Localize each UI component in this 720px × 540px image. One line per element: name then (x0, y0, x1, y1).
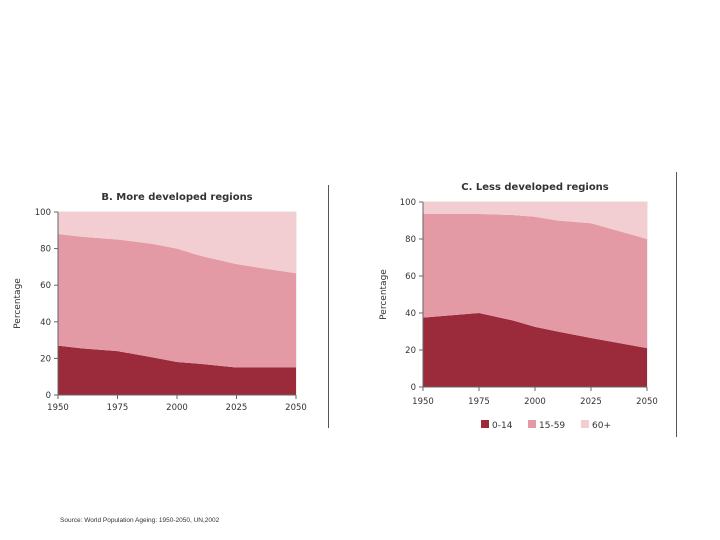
y-tick-label: 100 (35, 208, 51, 218)
source-note: Source: World Population Ageing: 1950-20… (60, 517, 220, 524)
divider-line-1 (328, 185, 329, 428)
y-tick-label: 0 (411, 383, 416, 393)
y-axis-label: Percentage (13, 278, 23, 329)
y-tick-label: 0 (46, 391, 51, 401)
legend-swatch-age-0-14 (481, 420, 489, 428)
x-tick-label: 2000 (524, 397, 546, 407)
y-axis-label: Percentage (379, 269, 389, 320)
divider-line-2 (676, 172, 677, 437)
chart-less-developed-regions: C. Less developed regions Percentage 100 80… (370, 172, 670, 437)
x-tick-label: 2025 (226, 403, 248, 413)
chart-title: B. More developed regions (101, 192, 252, 203)
legend-swatch-age-15-59 (528, 420, 536, 428)
area-series-age-0-14 (423, 313, 647, 387)
area-series-age-60-plus (423, 202, 647, 239)
legend-swatch-age-60-plus (581, 420, 589, 428)
y-tick-label: 20 (405, 346, 416, 356)
legend-label: 15-59 (539, 421, 565, 431)
x-tick-label: 2000 (166, 403, 188, 413)
legend-label: 0-14 (492, 421, 513, 431)
x-tick-label: 1950 (412, 397, 434, 407)
y-tick-label: 40 (40, 318, 51, 328)
chart-title: C. Less developed regions (461, 182, 609, 193)
chart-more-developed-regions: B. More developed regions Percentage 100 80… (0, 180, 320, 415)
y-tick-label: 40 (405, 309, 416, 319)
x-tick-label: 1975 (468, 397, 490, 407)
area-series-age-15-59 (423, 214, 647, 349)
y-tick-label: 80 (40, 245, 51, 255)
legend: 0-14 15-59 60+ (481, 420, 611, 431)
x-tick-label: 1975 (107, 403, 129, 413)
x-tick-label: 1950 (47, 403, 69, 413)
y-tick-label: 60 (405, 272, 416, 282)
x-tick-label: 2050 (636, 397, 658, 407)
y-tick-label: 80 (405, 235, 416, 245)
y-tick-label: 20 (40, 354, 51, 364)
y-tick-label: 100 (400, 198, 416, 208)
legend-label: 60+ (592, 421, 611, 431)
x-tick-label: 2025 (580, 397, 602, 407)
area-series-age-60-plus (58, 212, 296, 274)
y-tick-label: 60 (40, 281, 51, 291)
area-series-age-0-14 (58, 345, 296, 395)
chart-b-svg: B. More developed regions Percentage 100 80… (13, 192, 307, 413)
area-series-age-15-59 (58, 233, 296, 368)
chart-c-svg: C. Less developed regions Percentage 100 80… (379, 182, 658, 431)
x-tick-label: 2050 (285, 403, 307, 413)
